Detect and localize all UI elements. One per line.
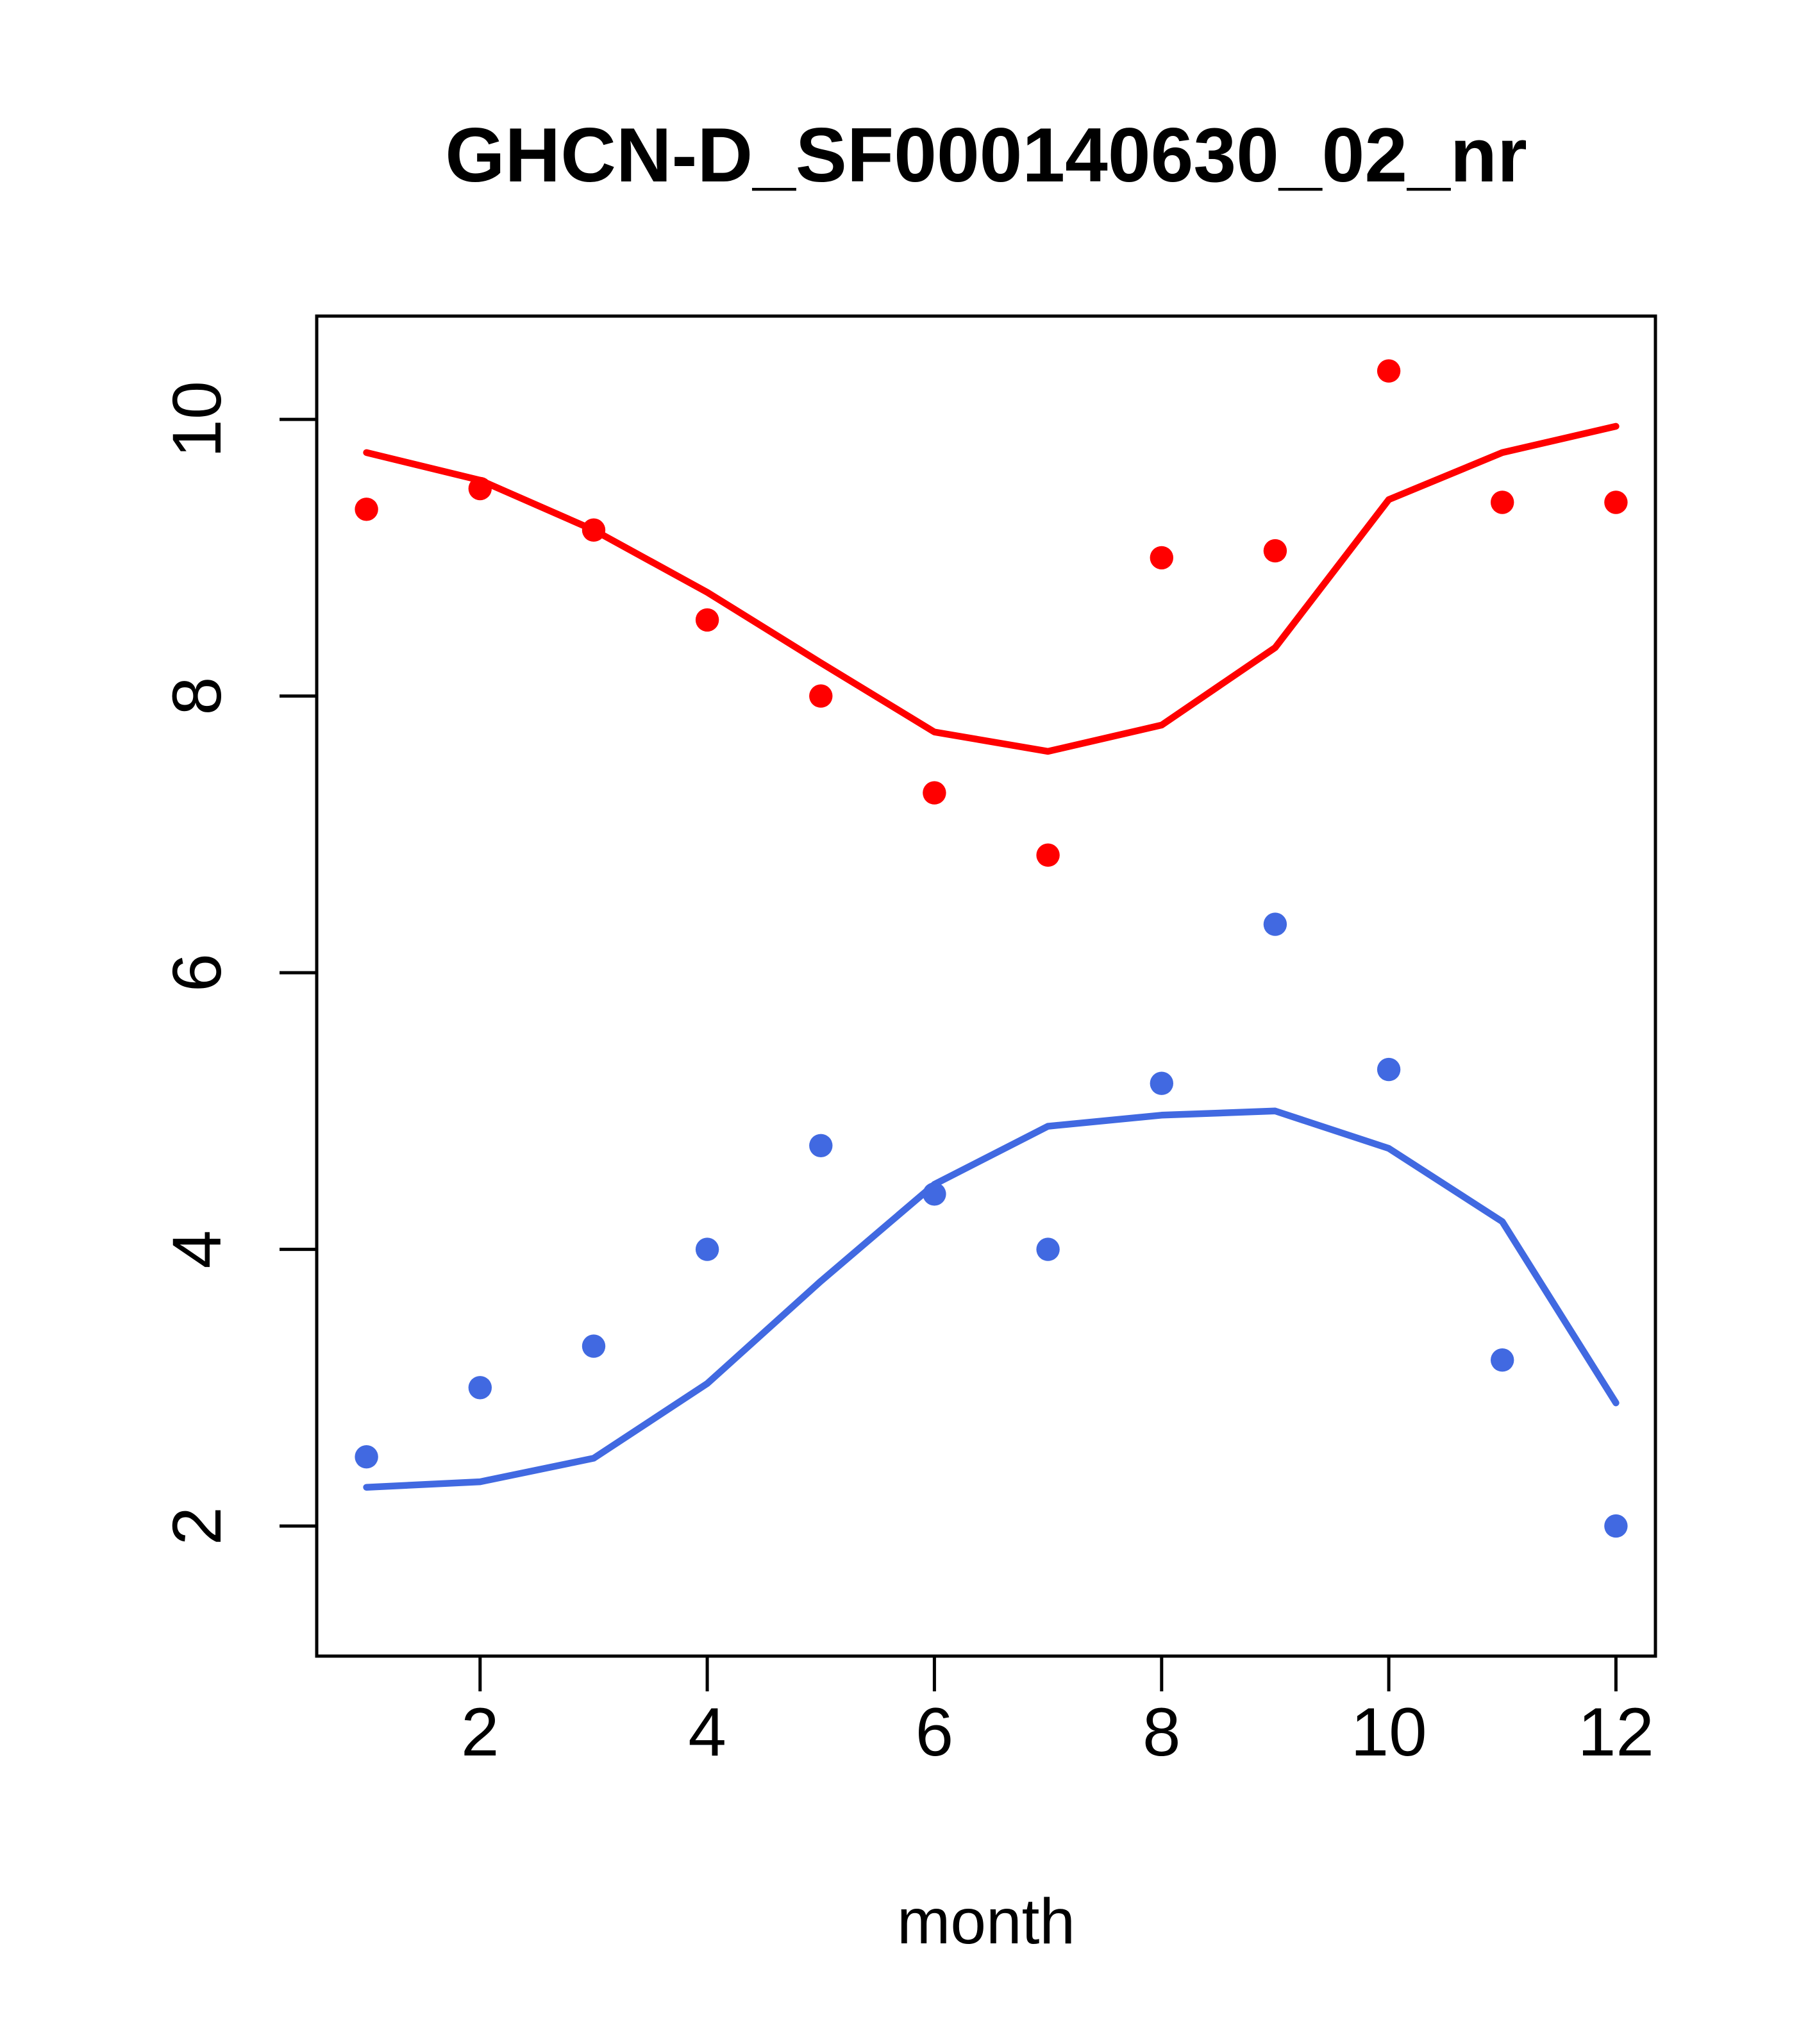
svg-text:4: 4 — [158, 1230, 235, 1269]
svg-text:2: 2 — [461, 1693, 499, 1770]
svg-text:6: 6 — [158, 953, 235, 992]
svg-text:8: 8 — [158, 677, 235, 716]
svg-text:4: 4 — [688, 1693, 726, 1770]
svg-text:10: 10 — [1351, 1693, 1427, 1770]
svg-text:12: 12 — [1578, 1693, 1654, 1770]
svg-text:10: 10 — [158, 381, 235, 458]
svg-text:2: 2 — [158, 1507, 235, 1545]
svg-text:8: 8 — [1143, 1693, 1181, 1770]
svg-text:6: 6 — [916, 1693, 954, 1770]
